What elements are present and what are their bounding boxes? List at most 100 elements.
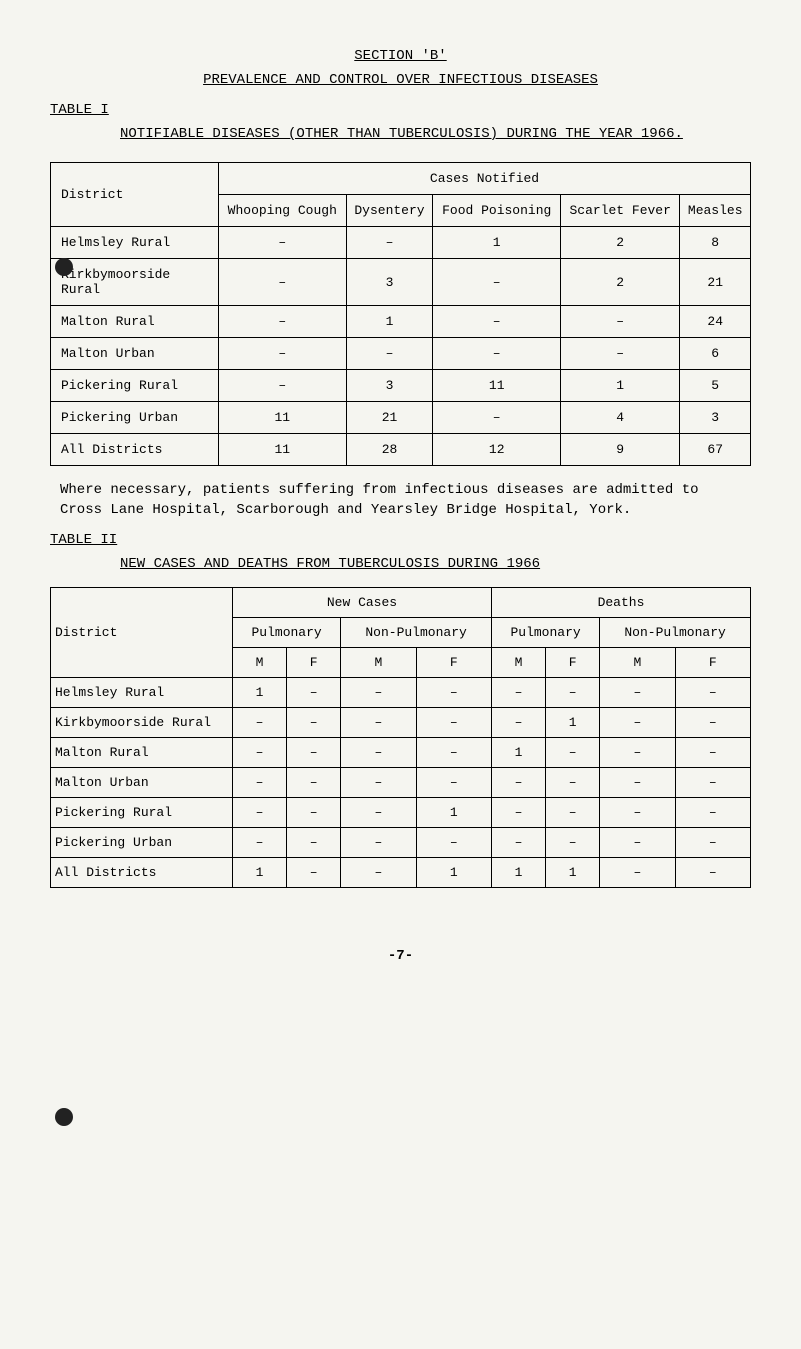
cell-value: – — [600, 858, 675, 888]
table-row: Pickering Rural–31115 — [51, 370, 751, 402]
cell-value: 1 — [346, 306, 433, 338]
cell-value: – — [416, 738, 491, 768]
cell-value: – — [341, 858, 416, 888]
table-row: Pickering Urban1121–43 — [51, 402, 751, 434]
col-f: F — [675, 648, 750, 678]
cell-district: Malton Rural — [51, 738, 233, 768]
cell-value: – — [233, 828, 287, 858]
cell-value: – — [233, 738, 287, 768]
col-non-pulmonary: Non-Pulmonary — [341, 618, 492, 648]
col-district: District — [51, 163, 219, 227]
cell-value: 1 — [491, 858, 545, 888]
cell-value: – — [675, 768, 750, 798]
cell-value: – — [416, 768, 491, 798]
cell-value: – — [346, 338, 433, 370]
cell-value: – — [600, 738, 675, 768]
cell-value: 8 — [680, 227, 751, 259]
col-f: F — [416, 648, 491, 678]
col-f: F — [546, 648, 600, 678]
cell-district: Helmsley Rural — [51, 678, 233, 708]
cell-district: All Districts — [51, 858, 233, 888]
cell-value: 3 — [346, 370, 433, 402]
cell-value: – — [341, 708, 416, 738]
cell-value: 1 — [433, 227, 561, 259]
cell-value: – — [341, 828, 416, 858]
cell-district: Kirkbymoorside Rural — [51, 708, 233, 738]
cell-value: 11 — [219, 402, 347, 434]
cell-value: 28 — [346, 434, 433, 466]
cell-value: 24 — [680, 306, 751, 338]
cell-value: – — [491, 708, 545, 738]
cell-value: – — [600, 828, 675, 858]
cell-value: – — [546, 738, 600, 768]
col-group-deaths: Deaths — [491, 588, 750, 618]
cell-value: – — [416, 678, 491, 708]
table1-notifiable-diseases: District Cases Notified Whooping Cough D… — [50, 162, 751, 466]
cell-value: 1 — [416, 858, 491, 888]
col-non-pulmonary: Non-Pulmonary — [600, 618, 751, 648]
cell-value: – — [416, 708, 491, 738]
cell-value: – — [675, 798, 750, 828]
col-dysentery: Dysentery — [346, 195, 433, 227]
cell-value: 3 — [346, 259, 433, 306]
table-row: Malton Rural–1––24 — [51, 306, 751, 338]
cell-value: 21 — [680, 259, 751, 306]
cell-value: – — [560, 338, 679, 370]
cell-value: – — [675, 828, 750, 858]
table2-tuberculosis: District New Cases Deaths Pulmonary Non-… — [50, 587, 751, 888]
cell-value: – — [219, 259, 347, 306]
cell-value: 12 — [433, 434, 561, 466]
cell-value: – — [600, 768, 675, 798]
col-group-cases-notified: Cases Notified — [219, 163, 751, 195]
cell-district: All Districts — [51, 434, 219, 466]
cell-value: – — [341, 738, 416, 768]
cell-value: 67 — [680, 434, 751, 466]
cell-value: – — [675, 708, 750, 738]
cell-district: Helmsley Rural — [51, 227, 219, 259]
col-district: District — [51, 588, 233, 678]
cell-value: – — [546, 798, 600, 828]
cell-district: Malton Rural — [51, 306, 219, 338]
cell-value: – — [219, 227, 347, 259]
cell-value: – — [433, 338, 561, 370]
cell-value: – — [675, 678, 750, 708]
col-m: M — [341, 648, 416, 678]
cell-value: – — [546, 678, 600, 708]
cell-district: Pickering Rural — [51, 798, 233, 828]
cell-value: – — [341, 768, 416, 798]
table-row: Pickering Rural–––1–––– — [51, 798, 751, 828]
cell-value: 3 — [680, 402, 751, 434]
cell-value: 1 — [546, 708, 600, 738]
cell-value: 9 — [560, 434, 679, 466]
notifiable-title: NOTIFIABLE DISEASES (OTHER THAN TUBERCUL… — [120, 126, 751, 142]
cell-value: – — [600, 798, 675, 828]
cell-value: – — [600, 678, 675, 708]
cell-value: – — [416, 828, 491, 858]
col-pulmonary: Pulmonary — [491, 618, 599, 648]
cell-value: – — [287, 828, 341, 858]
cell-value: 4 — [560, 402, 679, 434]
prevalence-title: PREVALENCE AND CONTROL OVER INFECTIOUS D… — [50, 72, 751, 88]
table-row: All Districts112812967 — [51, 434, 751, 466]
cell-value: – — [546, 768, 600, 798]
cell-value: 1 — [560, 370, 679, 402]
table-row: Kirkbymoorside Rural–3–221 — [51, 259, 751, 306]
table-row: Helmsley Rural––128 — [51, 227, 751, 259]
cell-value: – — [346, 227, 433, 259]
table-row: All Districts1––111–– — [51, 858, 751, 888]
table-row: Malton Urban–––––––– — [51, 768, 751, 798]
table-row: Kirkbymoorside Rural–––––1–– — [51, 708, 751, 738]
cell-district: Pickering Urban — [51, 828, 233, 858]
cell-value: – — [219, 370, 347, 402]
cell-district: Malton Urban — [51, 338, 219, 370]
cell-value: – — [433, 259, 561, 306]
table-row: Malton Urban––––6 — [51, 338, 751, 370]
cell-value: – — [491, 828, 545, 858]
col-whooping-cough: Whooping Cough — [219, 195, 347, 227]
cell-value: 21 — [346, 402, 433, 434]
cell-value: – — [287, 678, 341, 708]
cell-district: Pickering Urban — [51, 402, 219, 434]
hole-punch-mark — [55, 258, 73, 276]
cell-value: 11 — [433, 370, 561, 402]
cell-value: – — [233, 708, 287, 738]
